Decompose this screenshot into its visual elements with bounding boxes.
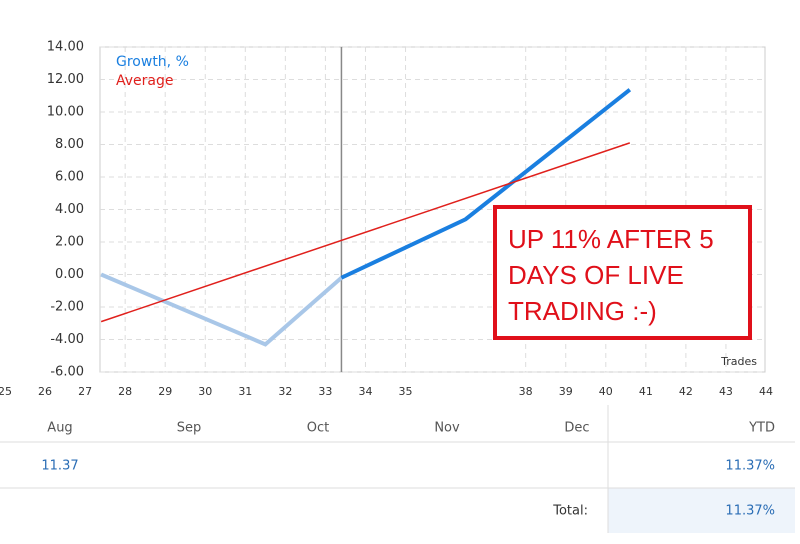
y-tick-label: 0.00 xyxy=(55,267,84,282)
cell: 11.37% xyxy=(725,459,775,474)
y-tick-label: 6.00 xyxy=(55,170,84,185)
x-tick-label: 29 xyxy=(158,385,172,398)
x-tick-label: 40 xyxy=(599,385,613,398)
total-cell xyxy=(608,488,795,533)
column-header: Sep xyxy=(177,421,202,436)
y-tick-label: 10.00 xyxy=(47,105,84,120)
column-header: Dec xyxy=(564,421,589,436)
x-tick-label: 34 xyxy=(358,385,372,398)
x-tick-label: 32 xyxy=(278,385,292,398)
x-tick-label: 39 xyxy=(559,385,573,398)
column-header: Oct xyxy=(307,421,329,436)
annotation-text: DAYS OF LIVE xyxy=(508,260,684,290)
x-tick-label: 25 xyxy=(0,385,12,398)
x-tick-label: 43 xyxy=(719,385,733,398)
cell: 11.37 xyxy=(41,459,78,474)
x-tick-label: 35 xyxy=(399,385,413,398)
annotation-text: UP 11% AFTER 5 xyxy=(508,224,714,254)
series-line xyxy=(100,272,343,347)
y-tick-label: -2.00 xyxy=(50,300,84,315)
x-tick-label: 31 xyxy=(238,385,252,398)
column-header: YTD xyxy=(748,421,775,436)
x-tick-label: 26 xyxy=(38,385,52,398)
series-line xyxy=(100,142,631,323)
y-tick-label: 14.00 xyxy=(47,40,84,55)
column-header: Nov xyxy=(434,421,460,436)
annotation-text: TRADING :-) xyxy=(508,296,657,326)
series-line xyxy=(340,88,632,280)
x-tick-label: 27 xyxy=(78,385,92,398)
y-tick-label: -6.00 xyxy=(50,365,84,380)
x-tick-label: 44 xyxy=(759,385,773,398)
x-tick-label: 28 xyxy=(118,385,132,398)
y-tick-label: 2.00 xyxy=(55,235,84,250)
y-tick-label: -4.00 xyxy=(50,332,84,347)
x-tick-label: 33 xyxy=(318,385,332,398)
y-tick-label: 4.00 xyxy=(55,202,84,217)
x-tick-label: 30 xyxy=(198,385,212,398)
x-tick-label: 38 xyxy=(519,385,533,398)
total-value: 11.37% xyxy=(725,504,775,519)
legend-entry: Growth, % xyxy=(116,54,189,70)
y-tick-label: 12.00 xyxy=(47,72,84,87)
column-header: Aug xyxy=(47,421,72,436)
total-label: Total: xyxy=(552,504,588,519)
x-axis-label: Trades xyxy=(720,355,757,368)
x-tick-label: 41 xyxy=(639,385,653,398)
x-tick-label: 42 xyxy=(679,385,693,398)
annotation-box xyxy=(493,205,752,340)
legend-entry: Average xyxy=(116,73,174,89)
y-tick-label: 8.00 xyxy=(55,137,84,152)
